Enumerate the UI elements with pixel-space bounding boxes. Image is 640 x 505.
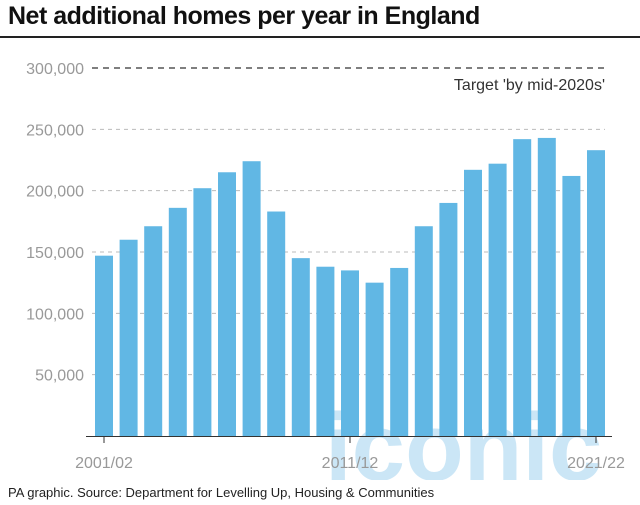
- y-tick-label: 250,000: [26, 122, 84, 139]
- bar-2001/02: [95, 255, 113, 436]
- x-axis: 2001/02 2011/12 2021/22: [75, 436, 625, 472]
- bar-2004/05: [168, 207, 187, 436]
- bar-2016/17: [464, 169, 482, 436]
- bar-2002/03: [119, 239, 138, 436]
- x-tick-label: 2001/02: [75, 455, 133, 472]
- bar-2009/10: [291, 258, 310, 436]
- bar-2020/21: [562, 175, 581, 437]
- target-label: Target 'by mid-2020s': [454, 77, 605, 94]
- x-tick-label: 2021/22: [567, 455, 625, 472]
- bar-2007/08: [242, 161, 261, 436]
- bar-2005/06: [193, 188, 212, 436]
- bar-2013/14: [390, 267, 409, 436]
- bar-2021/22: [587, 150, 605, 436]
- y-tick-label: 100,000: [26, 306, 84, 323]
- bar-2014/15: [414, 226, 433, 436]
- bar-2008/09: [267, 211, 286, 436]
- bars: [95, 137, 605, 437]
- bar-2010/11: [316, 266, 335, 436]
- bar-2015/16: [439, 202, 458, 436]
- bar-2011/12: [341, 270, 359, 436]
- bar-2006/07: [218, 172, 236, 436]
- y-tick-label: 300,000: [26, 61, 84, 78]
- y-tick-label: 150,000: [26, 245, 84, 262]
- chart-title: Net additional homes per year in England: [8, 2, 480, 30]
- bar-2012/13: [365, 282, 384, 436]
- bar-2017/18: [488, 163, 507, 436]
- source-note: PA graphic. Source: Department for Level…: [8, 485, 435, 500]
- bar-chart: iconic 50,000100,000150,000200,000250,00…: [26, 61, 625, 480]
- y-tick-label: 50,000: [35, 368, 84, 385]
- y-tick-label: 200,000: [26, 184, 84, 201]
- bar-2003/04: [144, 226, 163, 436]
- x-tick-label: 2011/12: [322, 455, 379, 472]
- bar-2019/20: [537, 137, 556, 437]
- y-axis: 50,000 100,000 150,000 200,000 250,000 300,00…: [26, 61, 84, 385]
- bar-2018/19: [513, 139, 532, 436]
- title-rule: [0, 36, 640, 38]
